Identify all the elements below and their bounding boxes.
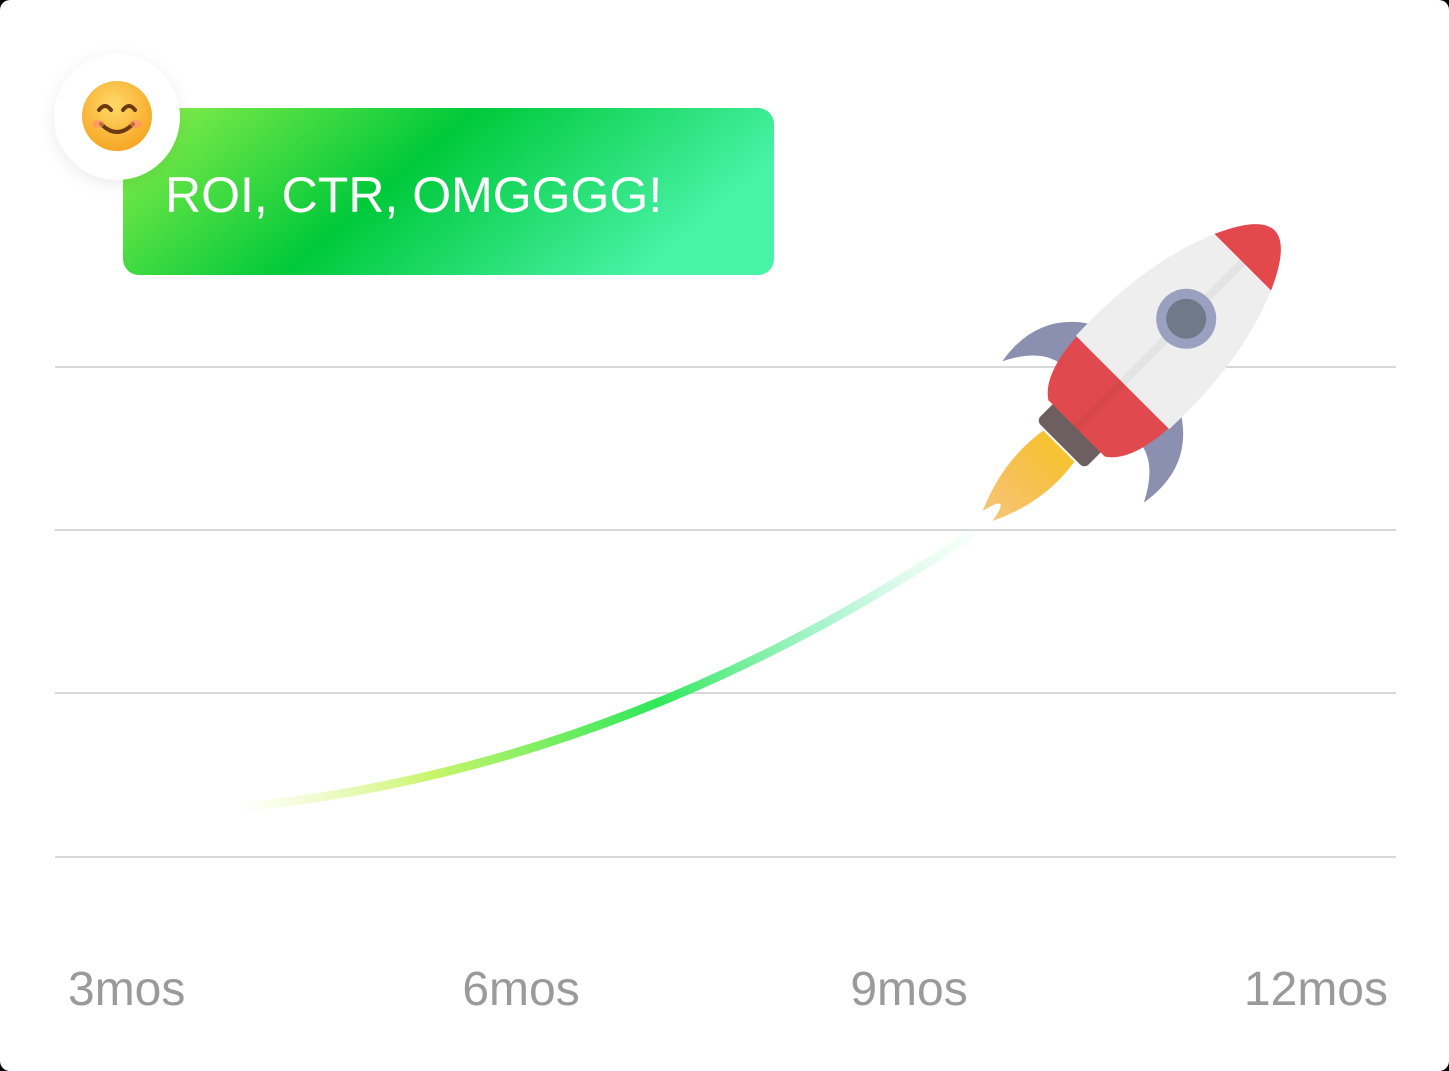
x-axis-label: 3mos	[68, 963, 185, 1016]
x-axis: 3mos 6mos 9mos 12mos	[68, 963, 1388, 1016]
growth-curve	[230, 530, 975, 813]
rocket	[982, 224, 1281, 522]
bubble: ROI, CTR, OMGGGG!	[54, 54, 774, 275]
x-axis-label: 9mos	[850, 963, 967, 1016]
bubble-background	[123, 108, 774, 275]
x-axis-label: 12mos	[1244, 963, 1388, 1016]
x-axis-label: 6mos	[462, 963, 579, 1016]
bubble-text: ROI, CTR, OMGGGG!	[165, 167, 662, 223]
smiley-emoji	[82, 81, 152, 151]
